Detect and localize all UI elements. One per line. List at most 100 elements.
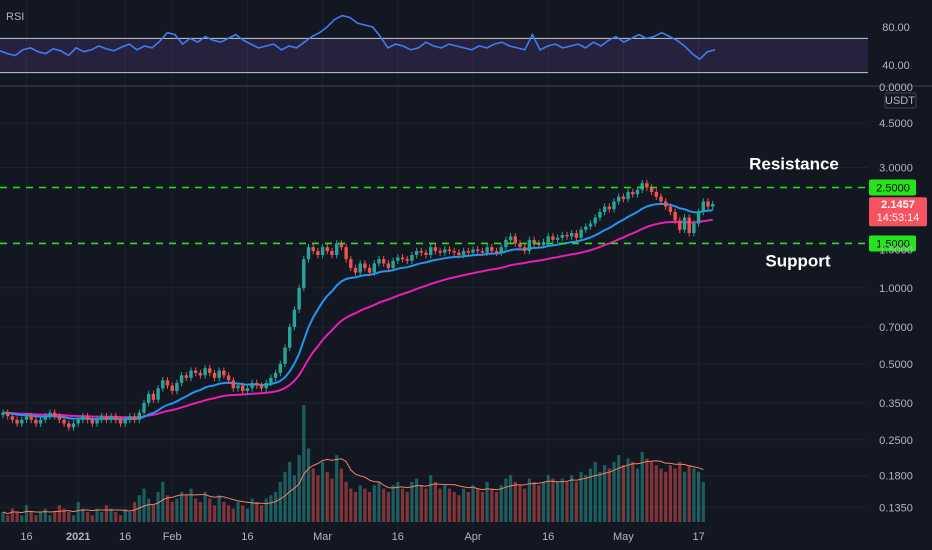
candle-body — [189, 370, 193, 378]
candle-body — [76, 419, 80, 424]
price-tick-label: 0.3500 — [879, 398, 913, 410]
volume-bar — [71, 515, 76, 522]
candle-body — [560, 235, 564, 238]
candle-body — [339, 243, 344, 248]
candle-body — [438, 251, 442, 253]
volume-bar — [654, 465, 658, 522]
candle-body — [631, 191, 635, 195]
volume-bar — [311, 468, 315, 522]
candle-body — [504, 239, 508, 248]
rsi-panel[interactable]: RSI 80.00 40.00 — [0, 11, 910, 74]
candle-body — [687, 217, 691, 234]
volume-bar — [170, 501, 174, 522]
volume-bar — [283, 471, 287, 522]
candle-body — [635, 189, 640, 195]
volume-bar — [48, 515, 52, 522]
candle-body — [447, 249, 452, 252]
candle-body — [278, 363, 282, 373]
volume-bar — [325, 471, 329, 522]
candle-body — [457, 252, 461, 256]
volume-bar — [67, 511, 71, 522]
volume-bar — [612, 461, 616, 522]
volume-bar — [255, 501, 259, 522]
candlesticks — [1, 179, 715, 431]
price-axis[interactable]: 0.0000 USDT 4.5000 3.0000 1.0000 0.7000 0.50… — [879, 82, 917, 514]
candle-body — [541, 242, 546, 245]
candle-body — [311, 247, 315, 252]
candle-body — [269, 377, 273, 383]
candle-body — [81, 416, 85, 420]
time-tick-label: 16 — [542, 531, 554, 543]
volume-bar — [53, 511, 57, 522]
volume-bar — [673, 468, 677, 522]
volume-bar — [588, 468, 593, 522]
support-annotation: Support — [765, 251, 830, 270]
volume-bar — [76, 501, 80, 522]
candle-body — [353, 267, 358, 273]
volume-bar — [15, 511, 19, 522]
candle-body — [198, 372, 203, 376]
candle-body — [701, 201, 705, 212]
volume-bar — [678, 461, 682, 522]
volume-bar — [433, 481, 437, 522]
volume-bar — [189, 488, 193, 522]
time-tick-label: Mar — [313, 531, 332, 543]
volume-bar — [518, 485, 522, 522]
price-axis-top-tick: 0.0000 — [879, 82, 913, 94]
volume-bar — [95, 508, 99, 522]
volume-bar — [471, 485, 475, 522]
rsi-tick-label: 80.00 — [882, 22, 910, 34]
volume-bar — [217, 495, 221, 522]
volume-bar — [541, 481, 546, 522]
candle-body — [118, 419, 123, 424]
candle-body — [588, 223, 593, 227]
volume-bar — [391, 485, 395, 522]
volume-bar — [1, 511, 5, 522]
volume-bar — [123, 508, 127, 522]
candle-body — [316, 251, 320, 256]
volume-bar — [198, 501, 202, 522]
volume-bar — [151, 505, 155, 522]
volume-bar — [410, 481, 414, 522]
candle-body — [104, 416, 109, 420]
candle-body — [250, 382, 254, 389]
price-tick-label: 0.1350 — [879, 502, 913, 514]
rsi-band — [0, 38, 868, 73]
volume-bar — [682, 471, 687, 522]
candle-body — [414, 251, 419, 256]
volume-bar — [109, 508, 113, 522]
volume-bar — [617, 455, 621, 522]
candle-body — [400, 257, 405, 260]
candle-body — [53, 412, 57, 417]
time-axis[interactable]: 16 2021 16 Feb 16 Mar 16 Apr 16 May 17 — [20, 531, 704, 543]
candle-body — [461, 251, 466, 256]
volume-bar — [415, 478, 419, 522]
volume-bar — [438, 488, 442, 522]
candle-body — [208, 368, 212, 373]
candle-body — [668, 206, 673, 212]
candle-body — [433, 247, 438, 252]
rsi-axis: 80.00 40.00 — [882, 22, 910, 72]
volume-bar — [462, 488, 466, 522]
candle-body — [15, 419, 19, 424]
volume-bar — [302, 405, 306, 522]
candle-body — [490, 247, 494, 252]
volume-bar — [499, 485, 503, 522]
currency-box[interactable] — [884, 92, 917, 109]
volume-bar — [668, 465, 672, 522]
volume-bar — [250, 498, 254, 522]
volume-bar — [485, 481, 489, 522]
candle-body — [156, 388, 160, 400]
volume-bar — [640, 451, 644, 522]
price-tick-label: 0.2500 — [879, 435, 913, 447]
candle-body — [43, 416, 47, 420]
volume-bar — [645, 458, 649, 522]
volume-bar — [358, 485, 362, 522]
volume-bar — [344, 481, 348, 522]
candle-body — [292, 309, 297, 327]
candle-body — [682, 217, 687, 230]
volume-bar — [184, 495, 188, 522]
volume-bar — [593, 461, 597, 522]
price-tick-label: 3.0000 — [879, 163, 913, 175]
